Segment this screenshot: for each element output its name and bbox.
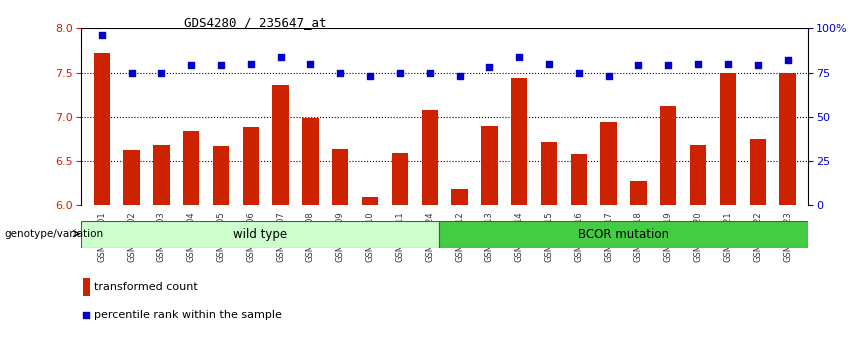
Point bbox=[274, 54, 288, 59]
Point bbox=[363, 73, 377, 79]
Bar bbox=[123, 150, 140, 205]
Point bbox=[334, 70, 347, 75]
Bar bbox=[94, 53, 110, 205]
Bar bbox=[183, 131, 199, 205]
Point bbox=[780, 57, 794, 63]
Bar bbox=[451, 188, 468, 205]
Point bbox=[512, 54, 526, 59]
Bar bbox=[302, 118, 318, 205]
Bar bbox=[780, 73, 796, 205]
Point bbox=[453, 73, 466, 79]
Point bbox=[423, 70, 437, 75]
Bar bbox=[421, 110, 438, 205]
Point bbox=[214, 63, 228, 68]
Bar bbox=[83, 278, 90, 296]
Bar bbox=[750, 139, 766, 205]
Bar bbox=[690, 145, 706, 205]
Point bbox=[661, 63, 675, 68]
Bar bbox=[272, 85, 288, 205]
Point bbox=[95, 33, 109, 38]
Point bbox=[631, 63, 645, 68]
Text: percentile rank within the sample: percentile rank within the sample bbox=[94, 310, 283, 320]
Bar bbox=[391, 153, 408, 205]
Bar bbox=[660, 106, 677, 205]
Text: genotype/variation: genotype/variation bbox=[4, 229, 103, 239]
Bar bbox=[332, 149, 348, 205]
Point bbox=[483, 64, 496, 70]
Point bbox=[602, 73, 615, 79]
Point bbox=[691, 61, 705, 67]
Bar bbox=[601, 122, 617, 205]
Bar bbox=[153, 145, 169, 205]
Point bbox=[125, 70, 139, 75]
Point bbox=[721, 61, 734, 67]
Point bbox=[79, 312, 93, 318]
Bar bbox=[571, 154, 587, 205]
Bar bbox=[541, 142, 557, 205]
Text: GDS4280 / 235647_at: GDS4280 / 235647_at bbox=[184, 16, 327, 29]
Bar bbox=[720, 73, 736, 205]
Point bbox=[572, 70, 585, 75]
Bar bbox=[481, 126, 498, 205]
Point bbox=[751, 63, 764, 68]
Bar bbox=[81, 221, 438, 248]
Point bbox=[542, 61, 556, 67]
Bar bbox=[362, 198, 379, 205]
Point bbox=[393, 70, 407, 75]
Bar bbox=[243, 127, 259, 205]
Text: BCOR mutation: BCOR mutation bbox=[578, 228, 669, 241]
Bar bbox=[631, 182, 647, 205]
Point bbox=[185, 63, 198, 68]
Text: transformed count: transformed count bbox=[94, 282, 198, 292]
Point bbox=[304, 61, 317, 67]
Point bbox=[244, 61, 258, 67]
Bar bbox=[511, 78, 528, 205]
Point bbox=[155, 70, 168, 75]
Bar bbox=[213, 146, 229, 205]
Text: wild type: wild type bbox=[232, 228, 287, 241]
Bar bbox=[438, 221, 808, 248]
